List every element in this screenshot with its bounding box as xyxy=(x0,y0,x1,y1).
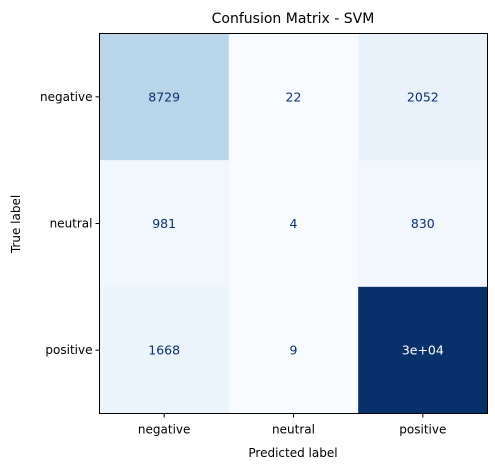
heatmap-cell-neutral-positive xyxy=(358,160,488,288)
y-tick-label: positive xyxy=(45,343,92,357)
heatmap-cell-negative-neutral xyxy=(228,33,359,161)
heatmap-cell-neutral-neutral xyxy=(228,160,359,288)
cell-value-label: 1668 xyxy=(148,343,180,358)
cell-value-label: 4 xyxy=(290,216,298,231)
heatmap-cell-negative-positive xyxy=(358,33,488,161)
x-axis-label: Predicted label xyxy=(248,446,337,460)
heatmap-cell-labels: 8729 22 2052 981 4 830 1668 9 3e+04 xyxy=(148,89,444,357)
heatmap-cell-negative-negative xyxy=(99,33,230,161)
x-tick-label: positive xyxy=(399,423,446,437)
cell-value-label: 3e+04 xyxy=(402,343,444,358)
heatmap-cell-positive-negative xyxy=(99,286,230,414)
heatmap-cells xyxy=(99,33,488,414)
chart-title: Confusion Matrix - SVM xyxy=(212,11,375,27)
cell-value-label: 981 xyxy=(152,216,176,231)
cell-value-label: 2052 xyxy=(407,89,439,104)
heatmap-cell-positive-neutral xyxy=(228,286,359,414)
y-tick-label: neutral xyxy=(50,217,93,231)
heatmap-cell-neutral-negative xyxy=(99,160,230,288)
y-tick-label: negative xyxy=(40,90,92,104)
y-axis-label: True label xyxy=(9,195,23,254)
cell-value-label: 22 xyxy=(286,89,302,104)
heatmap-cell-positive-positive xyxy=(358,286,488,414)
x-axis-ticks: negative neutral positive xyxy=(138,413,446,437)
x-tick-label: neutral xyxy=(272,423,315,437)
y-axis-ticks: negative neutral positive xyxy=(40,90,100,357)
x-tick-label: negative xyxy=(138,423,190,437)
cell-value-label: 8729 xyxy=(148,89,180,104)
cell-value-label: 9 xyxy=(290,343,298,358)
cell-value-label: 830 xyxy=(411,216,435,231)
